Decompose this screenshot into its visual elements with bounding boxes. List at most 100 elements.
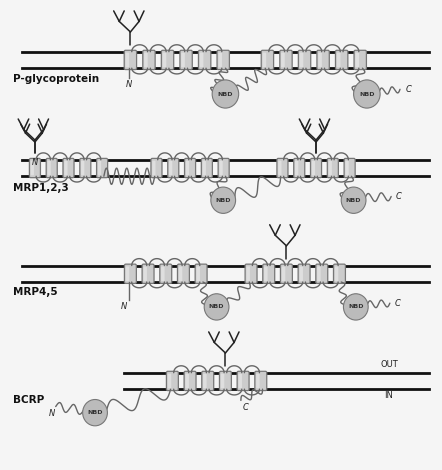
FancyBboxPatch shape — [29, 158, 41, 178]
FancyBboxPatch shape — [196, 266, 200, 281]
FancyBboxPatch shape — [125, 264, 137, 283]
FancyBboxPatch shape — [186, 161, 189, 175]
FancyBboxPatch shape — [178, 264, 189, 283]
FancyBboxPatch shape — [124, 50, 137, 70]
FancyBboxPatch shape — [256, 374, 259, 388]
Text: C: C — [396, 192, 401, 201]
FancyBboxPatch shape — [160, 264, 172, 283]
FancyBboxPatch shape — [298, 50, 311, 70]
FancyBboxPatch shape — [167, 371, 179, 391]
FancyBboxPatch shape — [278, 161, 282, 175]
Text: N: N — [126, 80, 132, 89]
Text: NBD: NBD — [209, 305, 225, 309]
FancyBboxPatch shape — [261, 50, 274, 70]
FancyBboxPatch shape — [295, 161, 298, 175]
FancyBboxPatch shape — [96, 158, 107, 178]
FancyBboxPatch shape — [346, 161, 349, 175]
Text: IN: IN — [385, 391, 393, 400]
FancyBboxPatch shape — [200, 53, 203, 67]
Text: OUT: OUT — [380, 360, 398, 369]
FancyBboxPatch shape — [151, 158, 162, 178]
Text: NBD: NBD — [348, 305, 364, 309]
FancyBboxPatch shape — [217, 50, 229, 70]
FancyBboxPatch shape — [31, 161, 34, 175]
FancyBboxPatch shape — [198, 50, 211, 70]
FancyBboxPatch shape — [142, 264, 154, 283]
FancyBboxPatch shape — [245, 264, 257, 283]
FancyBboxPatch shape — [220, 371, 232, 391]
FancyBboxPatch shape — [300, 53, 303, 67]
FancyBboxPatch shape — [334, 264, 346, 283]
FancyBboxPatch shape — [185, 158, 196, 178]
FancyBboxPatch shape — [203, 374, 206, 388]
FancyBboxPatch shape — [317, 266, 320, 281]
FancyBboxPatch shape — [220, 161, 223, 175]
FancyBboxPatch shape — [202, 158, 213, 178]
FancyBboxPatch shape — [168, 374, 171, 388]
FancyBboxPatch shape — [221, 374, 224, 388]
FancyBboxPatch shape — [247, 266, 250, 281]
FancyBboxPatch shape — [354, 50, 366, 70]
Circle shape — [211, 187, 236, 213]
FancyBboxPatch shape — [218, 53, 222, 67]
Text: N: N — [49, 409, 55, 418]
FancyBboxPatch shape — [239, 374, 242, 388]
FancyBboxPatch shape — [263, 264, 275, 283]
FancyBboxPatch shape — [218, 158, 229, 178]
FancyBboxPatch shape — [126, 266, 129, 281]
FancyBboxPatch shape — [186, 374, 189, 388]
Text: C: C — [394, 298, 400, 308]
Text: C: C — [242, 403, 248, 412]
Circle shape — [212, 80, 239, 108]
Text: N: N — [31, 157, 38, 167]
FancyBboxPatch shape — [65, 161, 68, 175]
Text: NBD: NBD — [215, 198, 231, 203]
FancyBboxPatch shape — [126, 53, 129, 67]
FancyBboxPatch shape — [169, 161, 172, 175]
FancyBboxPatch shape — [237, 371, 249, 391]
FancyBboxPatch shape — [277, 158, 288, 178]
FancyBboxPatch shape — [316, 264, 328, 283]
FancyBboxPatch shape — [317, 50, 329, 70]
FancyBboxPatch shape — [335, 50, 348, 70]
FancyBboxPatch shape — [63, 158, 74, 178]
FancyBboxPatch shape — [263, 53, 266, 67]
FancyBboxPatch shape — [143, 266, 147, 281]
FancyBboxPatch shape — [161, 50, 174, 70]
Circle shape — [354, 80, 380, 108]
FancyBboxPatch shape — [195, 264, 207, 283]
Text: NBD: NBD — [217, 92, 233, 96]
FancyBboxPatch shape — [280, 50, 292, 70]
Text: N: N — [121, 302, 127, 311]
FancyBboxPatch shape — [282, 266, 285, 281]
FancyBboxPatch shape — [152, 161, 156, 175]
Text: MRP1,2,3: MRP1,2,3 — [13, 183, 69, 193]
Circle shape — [343, 294, 368, 320]
FancyBboxPatch shape — [329, 161, 332, 175]
FancyBboxPatch shape — [281, 264, 293, 283]
FancyBboxPatch shape — [294, 158, 305, 178]
FancyBboxPatch shape — [163, 53, 166, 67]
FancyBboxPatch shape — [179, 266, 182, 281]
FancyBboxPatch shape — [355, 53, 359, 67]
Circle shape — [83, 400, 107, 426]
FancyBboxPatch shape — [202, 371, 214, 391]
FancyBboxPatch shape — [298, 264, 310, 283]
FancyBboxPatch shape — [255, 371, 267, 391]
Text: BCRP: BCRP — [13, 395, 45, 405]
FancyBboxPatch shape — [344, 158, 355, 178]
Text: NBD: NBD — [87, 410, 103, 415]
FancyBboxPatch shape — [264, 266, 267, 281]
FancyBboxPatch shape — [310, 158, 322, 178]
FancyBboxPatch shape — [48, 161, 51, 175]
FancyBboxPatch shape — [281, 53, 285, 67]
FancyBboxPatch shape — [337, 53, 340, 67]
Text: P-glycoprotein: P-glycoprotein — [13, 74, 99, 84]
FancyBboxPatch shape — [168, 158, 179, 178]
Text: MRP4,5: MRP4,5 — [13, 287, 58, 297]
FancyBboxPatch shape — [98, 161, 101, 175]
FancyBboxPatch shape — [328, 158, 339, 178]
FancyBboxPatch shape — [318, 53, 322, 67]
Text: NBD: NBD — [359, 92, 375, 96]
FancyBboxPatch shape — [80, 158, 91, 178]
